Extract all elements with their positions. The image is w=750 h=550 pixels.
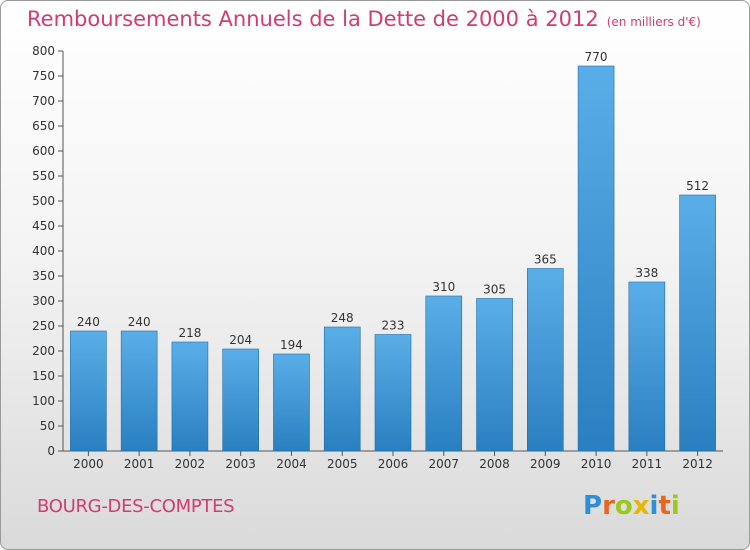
bar-value-label: 365 xyxy=(534,253,557,267)
bar-value-label: 305 xyxy=(483,283,506,297)
bar xyxy=(679,194,716,452)
x-tick-label: 2010 xyxy=(581,457,612,471)
bar-value-label: 770 xyxy=(585,50,608,64)
y-tick-label: 300 xyxy=(32,294,55,308)
y-tick-label: 700 xyxy=(32,94,55,108)
y-tick-label: 150 xyxy=(32,369,55,383)
logo-letter: r xyxy=(602,491,615,521)
bar-value-label: 204 xyxy=(229,333,252,347)
chart-title: Remboursements Annuels de la Dette de 20… xyxy=(27,7,701,31)
commune-name: BOURG-DES-COMPTES xyxy=(37,496,235,517)
x-tick-label: 2002 xyxy=(175,457,206,471)
bar xyxy=(222,348,259,452)
y-tick-label: 600 xyxy=(32,144,55,158)
bar-value-label: 512 xyxy=(686,179,709,193)
bar-value-label: 194 xyxy=(280,338,303,352)
y-tick-label: 750 xyxy=(32,69,55,83)
y-tick-label: 550 xyxy=(32,169,55,183)
y-tick-label: 250 xyxy=(32,319,55,333)
x-tick-label: 2007 xyxy=(428,457,459,471)
logo-letter: x xyxy=(632,491,650,521)
y-tick-label: 800 xyxy=(32,44,55,58)
bar-value-label: 233 xyxy=(382,319,405,333)
bar-value-label: 310 xyxy=(432,280,455,294)
y-tick-label: 200 xyxy=(32,344,55,358)
y-tick-label: 350 xyxy=(32,269,55,283)
bar xyxy=(527,268,564,452)
bar xyxy=(374,334,412,452)
bar xyxy=(70,330,107,452)
bar-value-label: 240 xyxy=(77,315,100,329)
bar-value-label: 240 xyxy=(128,315,151,329)
bar xyxy=(120,330,158,452)
y-tick-label: 450 xyxy=(32,219,55,233)
logo-letter: i xyxy=(649,491,659,521)
y-tick-label: 0 xyxy=(47,444,55,458)
x-tick-label: 2001 xyxy=(124,457,155,471)
x-tick-label: 2011 xyxy=(632,457,663,471)
logo-letter: t xyxy=(658,491,671,521)
y-tick-label: 100 xyxy=(32,394,55,408)
bar xyxy=(476,298,513,452)
y-tick-label: 50 xyxy=(40,419,55,433)
y-tick-label: 500 xyxy=(32,194,55,208)
logo-letter: P xyxy=(583,491,603,521)
bar xyxy=(628,281,666,452)
x-tick-label: 2008 xyxy=(479,457,510,471)
bar-value-label: 248 xyxy=(331,311,354,325)
unit-label: (en milliers d'€) xyxy=(606,15,701,29)
x-tick-label: 2006 xyxy=(378,457,409,471)
y-tick-label: 400 xyxy=(32,244,55,258)
x-tick-label: 2012 xyxy=(682,457,713,471)
bar-value-label: 218 xyxy=(178,326,201,340)
x-tick-label: 2003 xyxy=(225,457,256,471)
x-tick-label: 2005 xyxy=(327,457,358,471)
x-tick-label: 2004 xyxy=(276,457,307,471)
title-text: Remboursements Annuels de la Dette de 20… xyxy=(27,7,599,31)
proxiti-logo: Proxiti xyxy=(583,491,680,521)
bar-value-label: 338 xyxy=(635,266,658,280)
bar xyxy=(323,326,361,452)
bar xyxy=(171,341,209,452)
bar xyxy=(425,295,463,452)
x-tick-label: 2009 xyxy=(530,457,561,471)
x-tick-label: 2000 xyxy=(73,457,104,471)
bar xyxy=(273,353,310,452)
y-tick-label: 650 xyxy=(32,119,55,133)
logo-letter: i xyxy=(670,491,680,521)
logo-letter: o xyxy=(614,491,633,521)
bar xyxy=(577,65,615,452)
